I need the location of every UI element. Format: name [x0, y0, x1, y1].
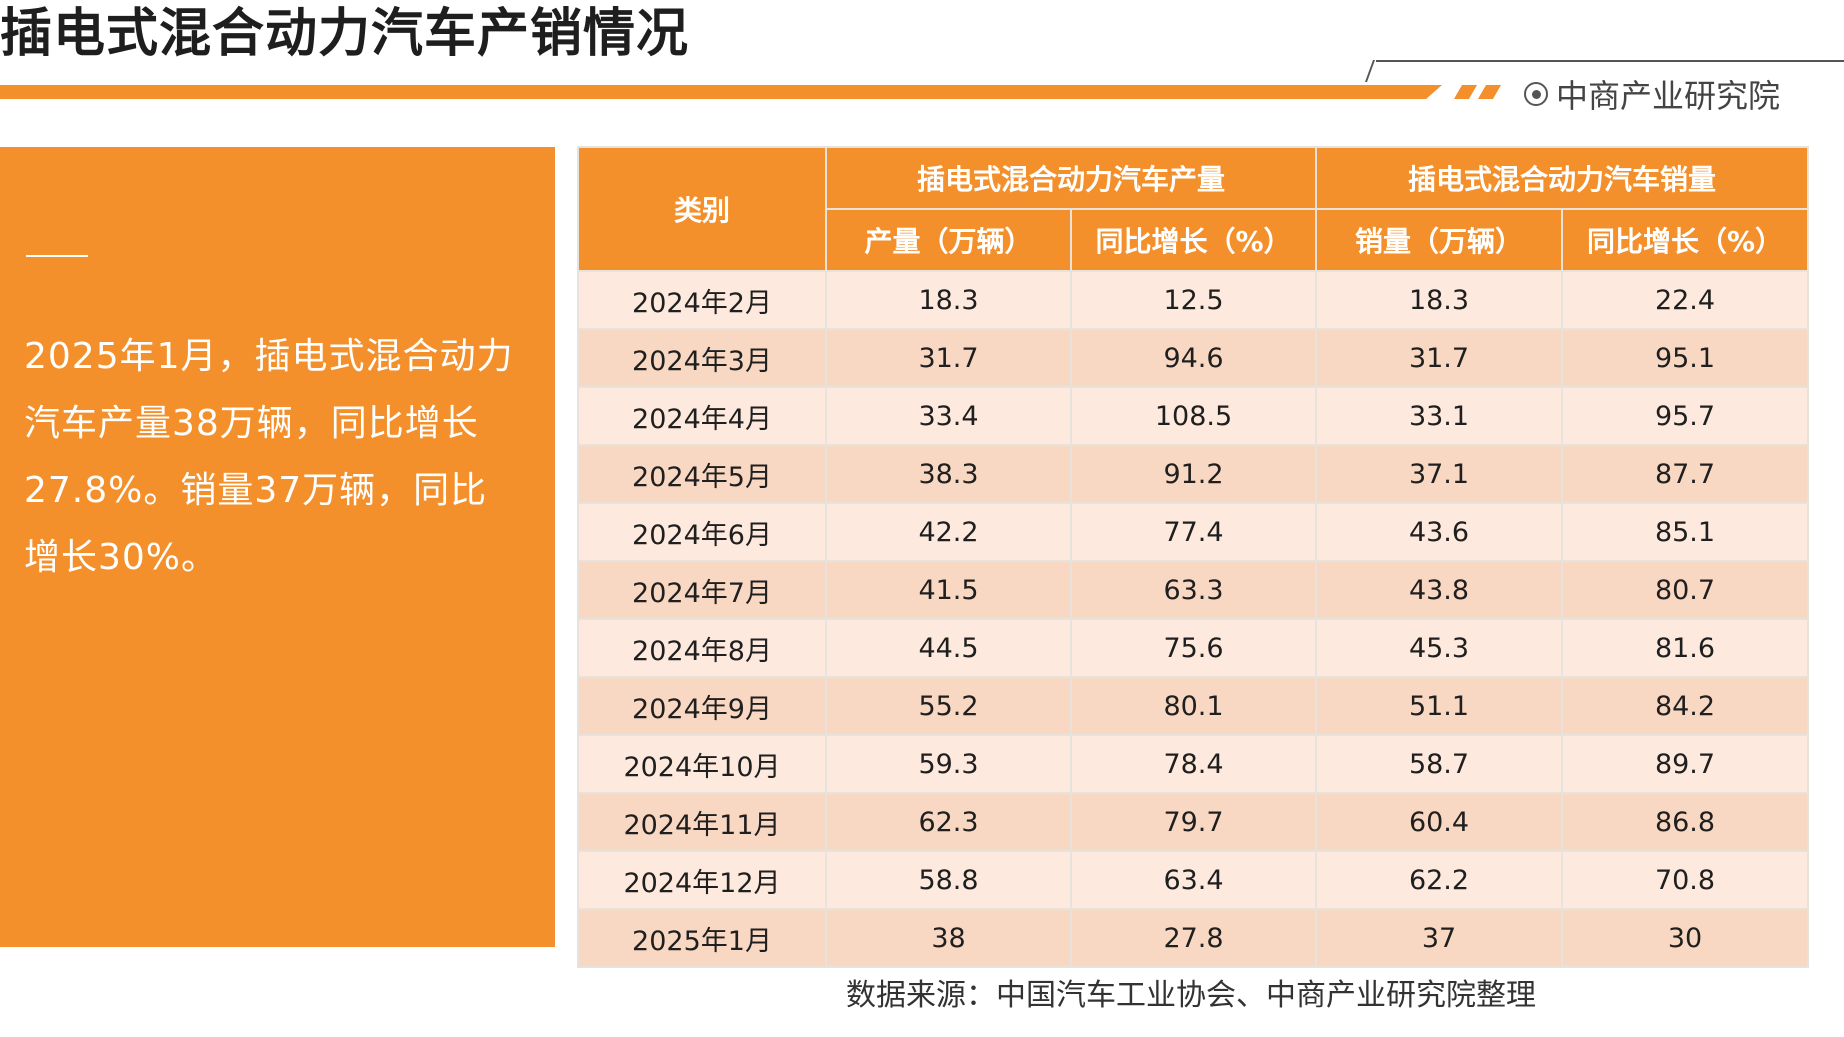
production-cell: 44.5 — [825, 618, 1072, 678]
sales-group-header: 插电式混合动力汽车销量 — [1315, 146, 1810, 210]
title-underline-bar — [0, 85, 1442, 99]
month-cell: 2024年8月 — [577, 618, 827, 678]
sales-growth-cell: 22.4 — [1561, 270, 1810, 330]
production-growth-cell: 80.1 — [1069, 676, 1318, 736]
table-row: 2024年7月 41.5 63.3 43.8 80.7 — [577, 560, 1810, 620]
month-cell: 2024年6月 — [577, 502, 827, 562]
production-growth-cell: 63.3 — [1069, 560, 1318, 620]
production-growth-cell: 63.4 — [1069, 850, 1318, 910]
brand-logo: 中商产业研究院 — [1524, 72, 1780, 116]
sales-growth-cell: 85.1 — [1561, 502, 1810, 562]
table-row: 2024年3月 31.7 94.6 31.7 95.1 — [577, 328, 1810, 388]
sales-growth-cell: 95.1 — [1561, 328, 1810, 388]
production-cell: 33.4 — [825, 386, 1072, 446]
sales-cell: 43.8 — [1315, 560, 1564, 620]
production-growth-cell: 77.4 — [1069, 502, 1318, 562]
production-growth-cell: 94.6 — [1069, 328, 1318, 388]
table-row: 2024年9月 55.2 80.1 51.1 84.2 — [577, 676, 1810, 736]
sales-cell: 37 — [1315, 908, 1564, 968]
production-cell: 41.5 — [825, 560, 1072, 620]
page-title: 插电式混合动力汽车产销情况 — [0, 4, 690, 64]
data-table: 类别 插电式混合动力汽车产量 插电式混合动力汽车销量 产量（万辆） 同比增长（%… — [577, 146, 1810, 968]
production-growth-cell: 79.7 — [1069, 792, 1318, 852]
production-cell: 38 — [825, 908, 1072, 968]
month-cell: 2024年7月 — [577, 560, 827, 620]
month-cell: 2024年2月 — [577, 270, 827, 330]
month-cell: 2024年4月 — [577, 386, 827, 446]
table-row: 2025年1月 38 27.8 37 30 — [577, 908, 1810, 968]
month-cell: 2024年10月 — [577, 734, 827, 794]
sales-cell: 43.6 — [1315, 502, 1564, 562]
month-cell: 2024年11月 — [577, 792, 827, 852]
sales-growth-cell: 87.7 — [1561, 444, 1810, 504]
sales-cell: 45.3 — [1315, 618, 1564, 678]
sales-growth-cell: 84.2 — [1561, 676, 1810, 736]
production-growth-cell: 12.5 — [1069, 270, 1318, 330]
month-cell: 2024年3月 — [577, 328, 827, 388]
summary-text: 2025年1月，插电式混合动力汽车产量38万辆，同比增长27.8%。销量37万辆… — [24, 336, 514, 578]
table-row: 2024年4月 33.4 108.5 33.1 95.7 — [577, 386, 1810, 446]
sales-cell: 58.7 — [1315, 734, 1564, 794]
header-divider-slant — [1364, 60, 1376, 82]
table-row: 2024年5月 38.3 91.2 37.1 87.7 — [577, 444, 1810, 504]
month-cell: 2024年12月 — [577, 850, 827, 910]
production-cell: 59.3 — [825, 734, 1072, 794]
production-group-header: 插电式混合动力汽车产量 — [824, 146, 1318, 210]
table-row: 2024年8月 44.5 75.6 45.3 81.6 — [577, 618, 1810, 678]
production-cell: 31.7 — [825, 328, 1072, 388]
sales-cell: 33.1 — [1315, 386, 1564, 446]
summary-divider — [26, 255, 88, 257]
accent-stripe — [1453, 85, 1478, 99]
production-growth-cell: 75.6 — [1069, 618, 1318, 678]
column-header: 同比增长（%） — [1561, 208, 1810, 272]
production-growth-cell: 91.2 — [1069, 444, 1318, 504]
month-cell: 2024年9月 — [577, 676, 827, 736]
sales-cell: 18.3 — [1315, 270, 1564, 330]
sales-growth-cell: 30 — [1561, 908, 1810, 968]
table-body: 2024年2月 18.3 12.5 18.3 22.4 2024年3月 31.7 94.6 31… — [577, 270, 1810, 968]
sales-cell: 62.2 — [1315, 850, 1564, 910]
table-row: 2024年12月 58.8 63.4 62.2 70.8 — [577, 850, 1810, 910]
sales-cell: 60.4 — [1315, 792, 1564, 852]
target-icon — [1524, 82, 1548, 106]
sales-cell: 51.1 — [1315, 676, 1564, 736]
production-cell: 62.3 — [825, 792, 1072, 852]
column-header: 同比增长（%） — [1069, 208, 1318, 272]
column-header: 产量（万辆） — [825, 208, 1072, 272]
production-growth-cell: 27.8 — [1069, 908, 1318, 968]
header-divider-line — [1376, 60, 1844, 62]
production-cell: 42.2 — [825, 502, 1072, 562]
month-cell: 2024年5月 — [577, 444, 827, 504]
sales-growth-cell: 89.7 — [1561, 734, 1810, 794]
source-note: 数据来源：中国汽车工业协会、中商产业研究院整理 — [846, 978, 1536, 1013]
column-header: 销量（万辆） — [1315, 208, 1564, 272]
table-row: 2024年6月 42.2 77.4 43.6 85.1 — [577, 502, 1810, 562]
sales-growth-cell: 86.8 — [1561, 792, 1810, 852]
production-cell: 58.8 — [825, 850, 1072, 910]
brand-name: 中商产业研究院 — [1556, 77, 1781, 115]
production-growth-cell: 78.4 — [1069, 734, 1318, 794]
summary-panel: 2025年1月，插电式混合动力汽车产量38万辆，同比增长27.8%。销量37万辆… — [0, 147, 555, 947]
month-cell: 2025年1月 — [577, 908, 827, 968]
production-cell: 38.3 — [825, 444, 1072, 504]
sales-growth-cell: 80.7 — [1561, 560, 1810, 620]
production-cell: 55.2 — [825, 676, 1072, 736]
sales-growth-cell: 95.7 — [1561, 386, 1810, 446]
table-row: 2024年11月 62.3 79.7 60.4 86.8 — [577, 792, 1810, 852]
table-row: 2024年2月 18.3 12.5 18.3 22.4 — [577, 270, 1810, 330]
production-growth-cell: 108.5 — [1069, 386, 1318, 446]
sales-cell: 37.1 — [1315, 444, 1564, 504]
sales-growth-cell: 81.6 — [1561, 618, 1810, 678]
production-cell: 18.3 — [825, 270, 1072, 330]
table-row: 2024年10月 59.3 78.4 58.7 89.7 — [577, 734, 1810, 794]
sales-cell: 31.7 — [1315, 328, 1564, 388]
category-header: 类别 — [577, 146, 827, 272]
accent-stripe — [1477, 85, 1502, 99]
sales-growth-cell: 70.8 — [1561, 850, 1810, 910]
